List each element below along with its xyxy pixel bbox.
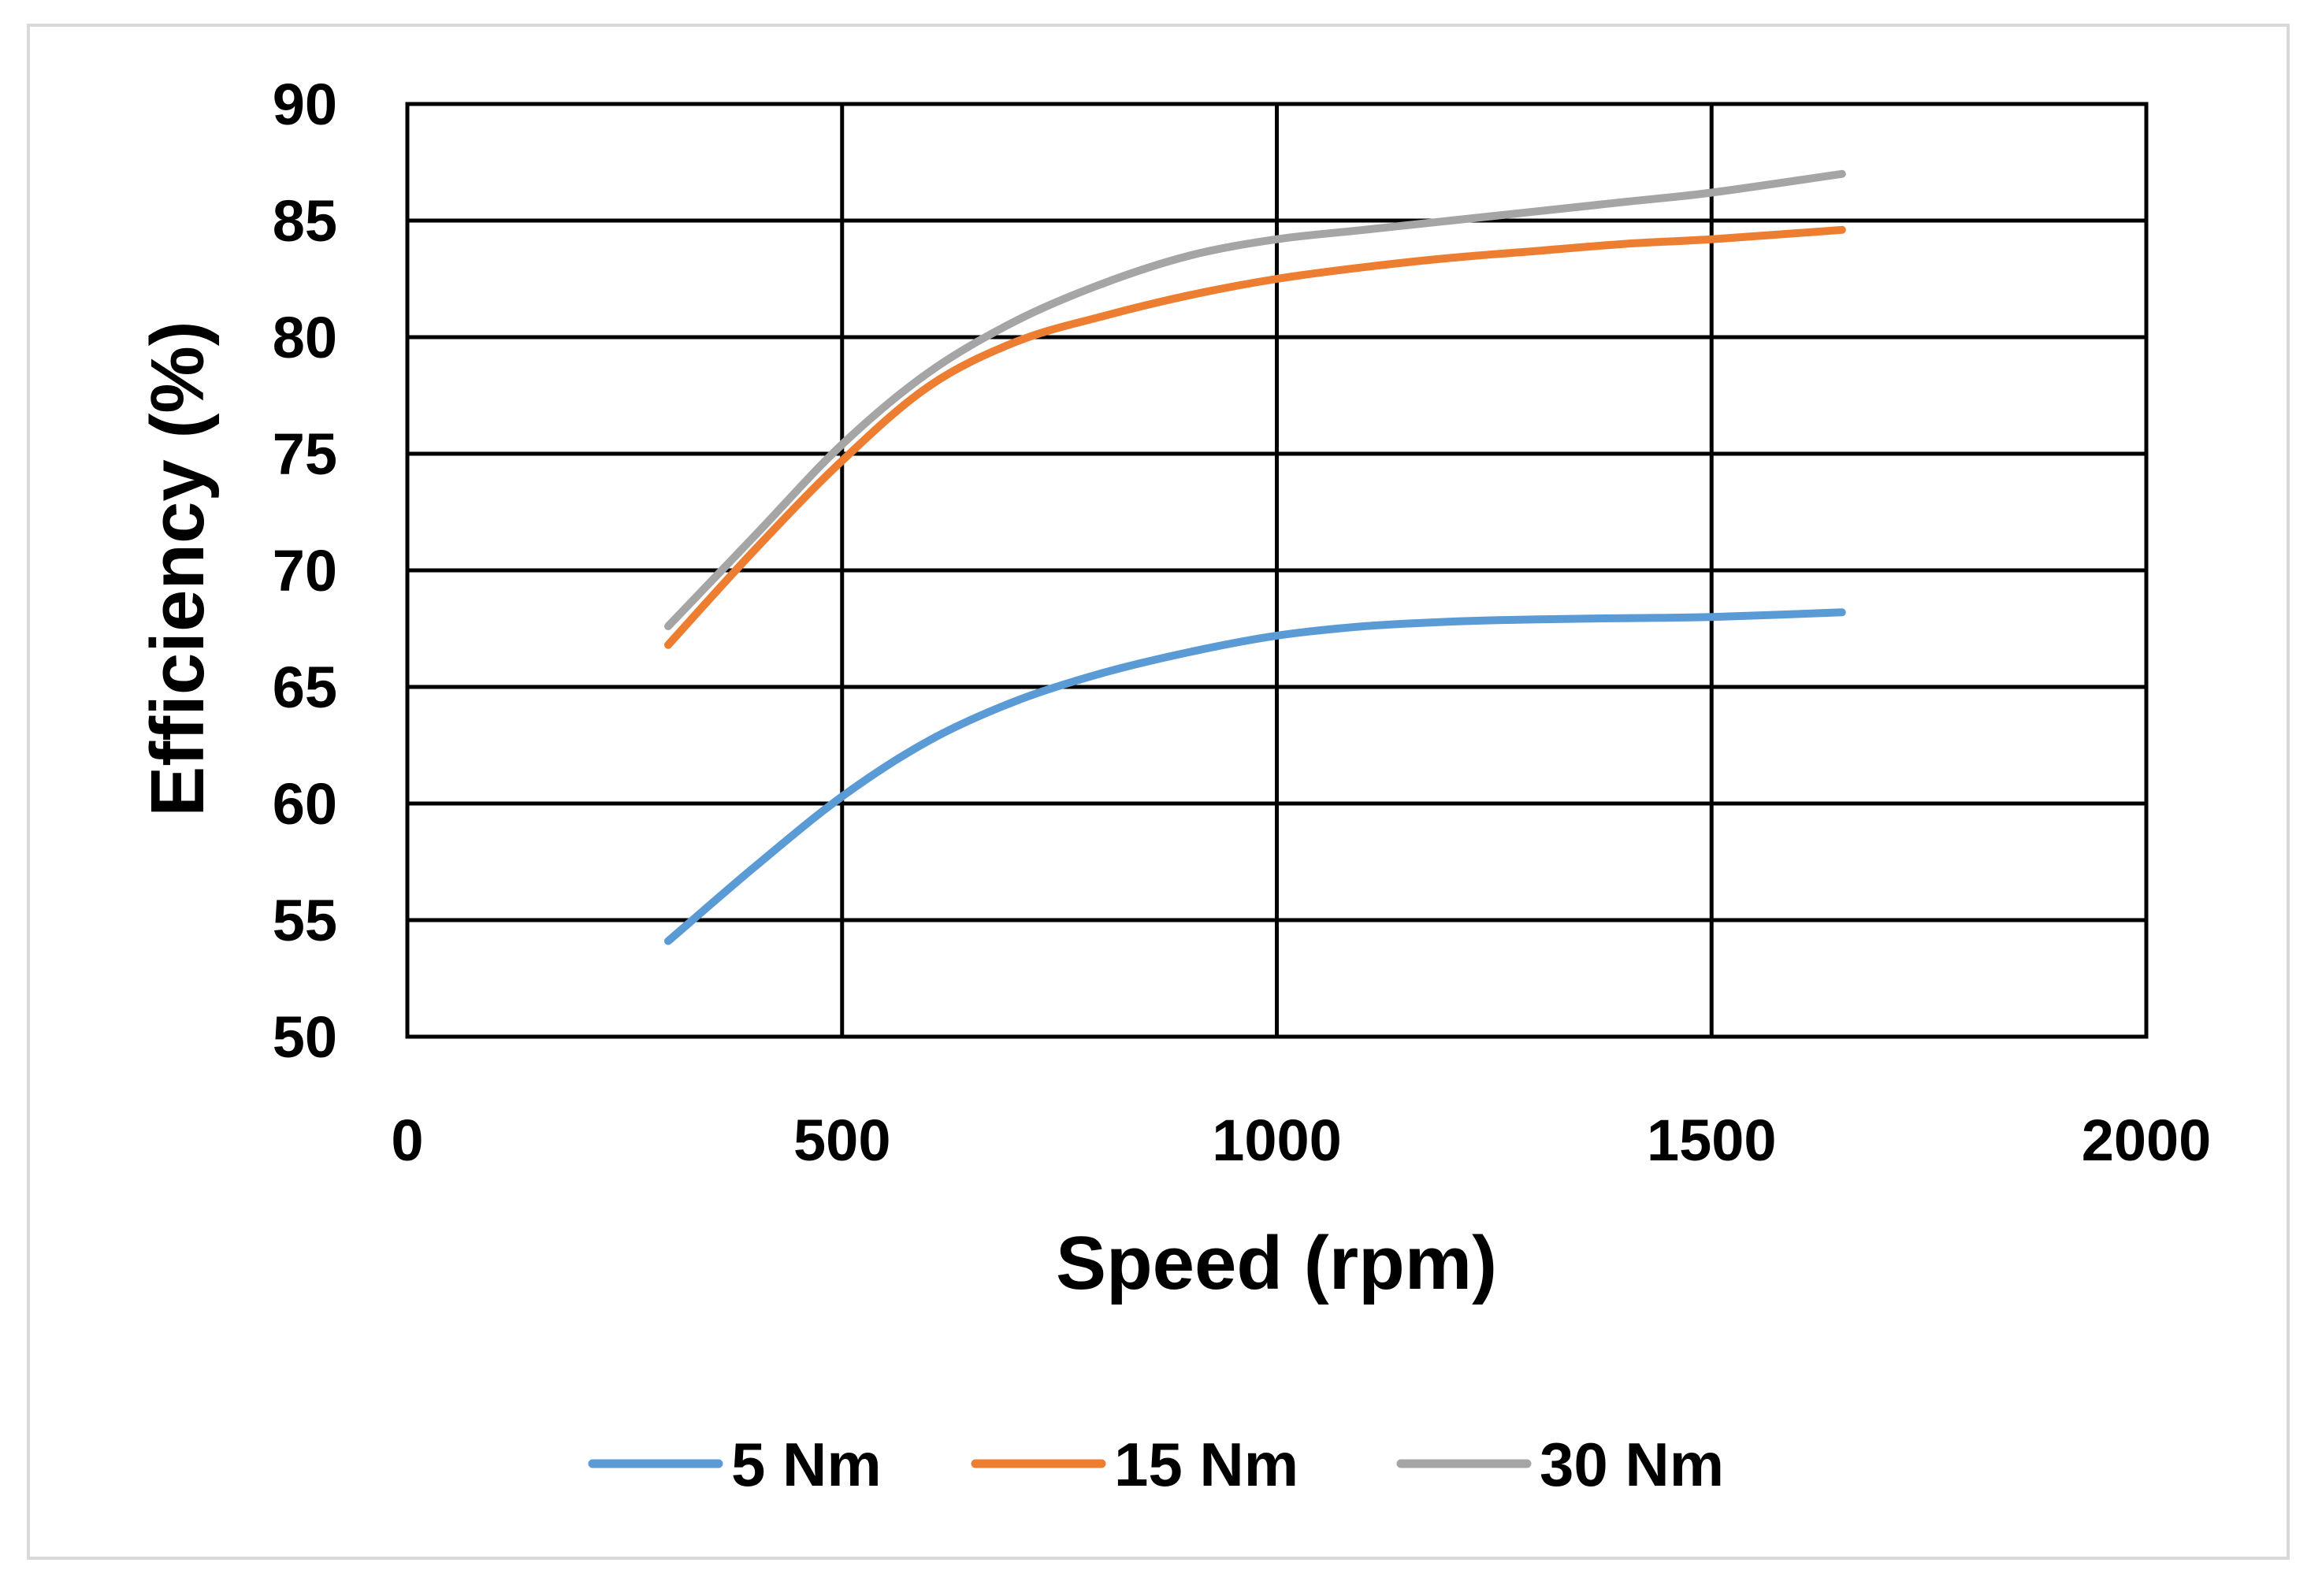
series-line-5-nm	[664, 608, 1846, 945]
y-tick-label: 80	[273, 305, 337, 370]
legend-item-5-nm: 5 Nm	[588, 1430, 882, 1499]
y-tick-label: 60	[273, 771, 337, 837]
series-line-15-nm	[664, 225, 1846, 649]
y-tick-label: 70	[273, 538, 337, 603]
x-tick-label: 1500	[1647, 1108, 1777, 1173]
y-tick-label: 85	[273, 188, 337, 254]
y-tick-label: 50	[273, 1004, 337, 1070]
plot-border	[405, 102, 2149, 1039]
legend-item-15-nm: 15 Nm	[971, 1430, 1298, 1499]
x-tick-label: 1000	[1212, 1108, 1342, 1173]
y-tick-label: 55	[273, 888, 337, 953]
legend: 5 Nm 15 Nm 30 Nm	[588, 1430, 1724, 1499]
x-tick-label: 500	[793, 1108, 890, 1173]
x-tick-label: 2000	[2082, 1108, 2212, 1173]
y-tick-label: 65	[273, 655, 337, 720]
legend-label: 15 Nm	[1114, 1430, 1298, 1499]
x-axis-title: Speed (rpm)	[1056, 1221, 1497, 1305]
chart-frame	[27, 24, 2290, 1560]
x-tick-labels: 0 500 1000 1500 2000	[391, 1108, 2211, 1173]
y-tick-label: 75	[273, 421, 337, 487]
x-tick-label: 0	[391, 1108, 423, 1173]
y-tick-labels: 50 55 60 65 70 75 80 85 90	[273, 72, 337, 1070]
plot-area-border	[405, 102, 2149, 1039]
y-axis-title: Efficiency (%)	[136, 321, 220, 816]
grid	[405, 102, 2149, 1039]
legend-label: 5 Nm	[731, 1430, 882, 1499]
series-line-30-nm	[664, 169, 1846, 630]
y-tick-label: 90	[273, 72, 337, 137]
legend-label: 30 Nm	[1540, 1430, 1724, 1499]
legend-item-30-nm: 30 Nm	[1396, 1430, 1724, 1499]
series-lines	[664, 169, 1846, 945]
